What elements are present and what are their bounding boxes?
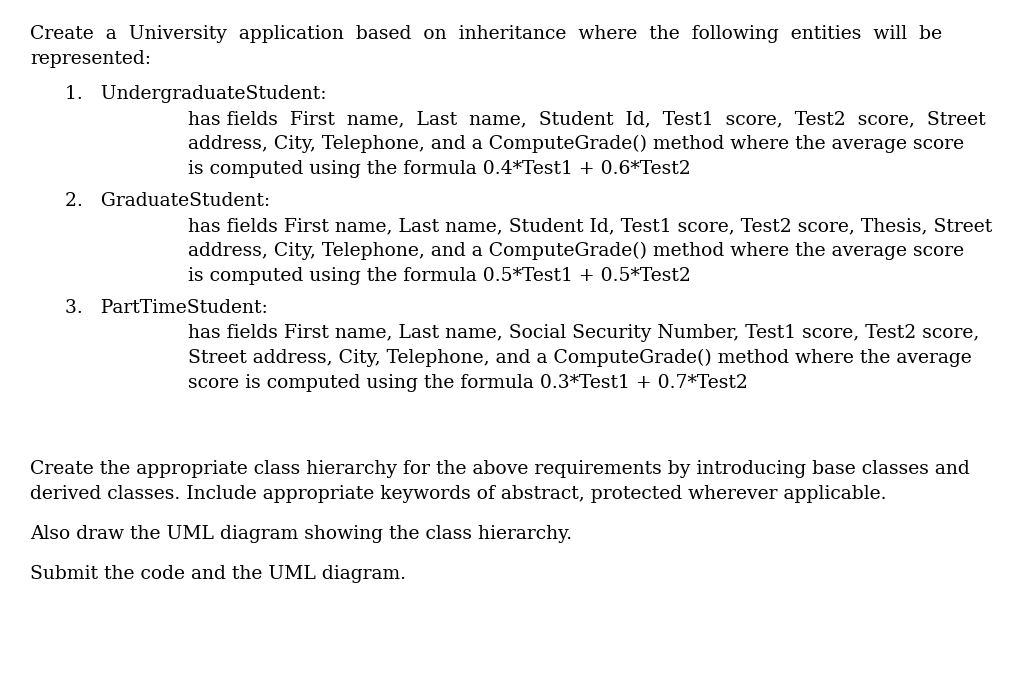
Text: has fields First name, Last name, Student Id, Test1 score, Test2 score, Thesis, : has fields First name, Last name, Studen… (188, 217, 992, 235)
Text: Submit the code and the UML diagram.: Submit the code and the UML diagram. (30, 565, 406, 583)
Text: derived classes. Include appropriate keywords of abstract, protected wherever ap: derived classes. Include appropriate key… (30, 485, 887, 503)
Text: Create the appropriate class hierarchy for the above requirements by introducing: Create the appropriate class hierarchy f… (30, 460, 970, 478)
Text: 2.   GraduateStudent:: 2. GraduateStudent: (65, 192, 270, 210)
Text: is computed using the formula 0.4*Test1 + 0.6*Test2: is computed using the formula 0.4*Test1 … (188, 160, 691, 178)
Text: 1.   UndergraduateStudent:: 1. UndergraduateStudent: (65, 85, 327, 103)
Text: address, City, Telephone, and a ComputeGrade() method where the average score: address, City, Telephone, and a ComputeG… (188, 242, 965, 260)
Text: has fields First name, Last name, Social Security Number, Test1 score, Test2 sco: has fields First name, Last name, Social… (188, 324, 979, 342)
Text: address, City, Telephone, and a ComputeGrade() method where the average score: address, City, Telephone, and a ComputeG… (188, 135, 965, 153)
Text: is computed using the formula 0.5*Test1 + 0.5*Test2: is computed using the formula 0.5*Test1 … (188, 267, 691, 285)
Text: Create  a  University  application  based  on  inheritance  where  the  followin: Create a University application based on… (30, 25, 942, 43)
Text: Street address, City, Telephone, and a ComputeGrade() method where the average: Street address, City, Telephone, and a C… (188, 349, 972, 367)
Text: Also draw the UML diagram showing the class hierarchy.: Also draw the UML diagram showing the cl… (30, 525, 572, 543)
Text: score is computed using the formula 0.3*Test1 + 0.7*Test2: score is computed using the formula 0.3*… (188, 374, 748, 392)
Text: has fields  First  name,  Last  name,  Student  Id,  Test1  score,  Test2  score: has fields First name, Last name, Studen… (188, 110, 986, 128)
Text: represented:: represented: (30, 50, 151, 68)
Text: 3.   PartTimeStudent:: 3. PartTimeStudent: (65, 299, 267, 317)
